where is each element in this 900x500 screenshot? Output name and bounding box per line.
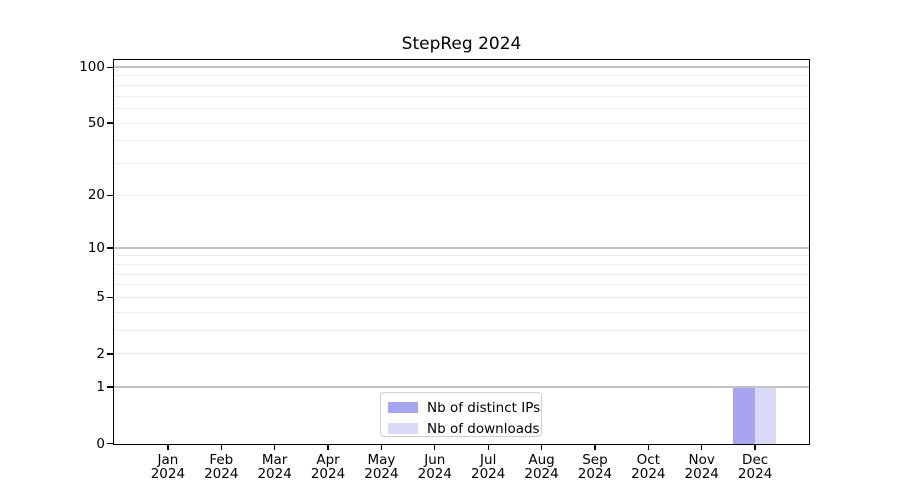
x-tick-label: Feb 2024 xyxy=(204,451,239,482)
minor-gridline xyxy=(114,75,809,77)
minor-gridline xyxy=(114,311,809,313)
legend-swatch-distinct-ips xyxy=(388,402,418,413)
y-tick-label: 10 xyxy=(87,240,105,257)
major-gridline xyxy=(114,386,809,388)
minor-gridline xyxy=(114,263,809,265)
y-tick-label: 0 xyxy=(96,435,105,452)
y-tick-label: 50 xyxy=(87,115,105,131)
x-tick-label: Mar 2024 xyxy=(257,451,292,482)
legend-item-downloads: Nb of downloads xyxy=(388,418,540,439)
x-tick-label: Nov 2024 xyxy=(684,451,719,482)
minor-gridline xyxy=(114,95,809,97)
minor-gridline xyxy=(114,194,809,196)
x-tick-mark xyxy=(647,443,649,450)
y-tick-mark xyxy=(107,353,113,355)
x-tick-mark xyxy=(167,443,169,450)
minor-gridline xyxy=(114,255,809,257)
minor-gridline xyxy=(114,122,809,124)
x-tick-label: Apr 2024 xyxy=(310,451,346,482)
x-tick-mark xyxy=(274,443,276,450)
x-tick-mark xyxy=(487,443,489,450)
minor-gridline xyxy=(114,140,809,142)
x-tick-mark xyxy=(220,443,222,450)
y-tick-mark xyxy=(107,66,113,68)
x-tick-label: Oct 2024 xyxy=(631,451,666,482)
legend-item-distinct-ips: Nb of distinct IPs xyxy=(388,397,540,418)
y-tick-label: 20 xyxy=(87,187,105,204)
y-tick-label: 5 xyxy=(96,289,105,306)
y-tick-label: 1 xyxy=(96,379,105,395)
x-tick-label: Aug 2024 xyxy=(524,451,559,482)
x-tick-mark xyxy=(594,443,596,450)
x-tick-label: Dec 2024 xyxy=(737,451,773,482)
y-tick-mark xyxy=(107,442,113,445)
major-gridline xyxy=(114,66,809,68)
y-tick-mark xyxy=(107,247,113,249)
x-tick-label: Jul 2024 xyxy=(471,451,506,482)
bar-distinct-ips xyxy=(733,387,755,444)
y-tick-mark xyxy=(107,122,113,124)
minor-gridline xyxy=(114,163,809,165)
y-tick-label: 100 xyxy=(79,59,105,76)
x-tick-mark xyxy=(701,443,703,450)
x-tick-label: May 2024 xyxy=(364,451,399,482)
x-tick-mark xyxy=(540,443,543,450)
legend: Nb of distinct IPs Nb of downloads xyxy=(380,392,542,437)
y-tick-mark xyxy=(107,386,113,388)
minor-gridline xyxy=(114,353,809,355)
x-tick-mark xyxy=(380,443,383,450)
minor-gridline xyxy=(114,284,809,286)
chart-title: StepReg 2024 xyxy=(401,34,522,54)
y-tick-label: 2 xyxy=(96,345,105,362)
plot-inner xyxy=(114,60,809,444)
bar-downloads xyxy=(754,387,777,444)
major-gridline xyxy=(114,247,809,249)
minor-gridline xyxy=(114,273,809,275)
legend-swatch-downloads xyxy=(388,423,418,434)
x-tick-label: Jan 2024 xyxy=(150,451,186,482)
x-tick-mark xyxy=(434,443,436,450)
x-tick-label: Sep 2024 xyxy=(577,451,613,482)
minor-gridline xyxy=(114,296,809,298)
x-tick-mark xyxy=(754,443,756,450)
minor-gridline xyxy=(114,107,809,109)
legend-label-downloads: Nb of downloads xyxy=(427,420,540,437)
legend-label-distinct-ips: Nb of distinct IPs xyxy=(427,399,541,416)
x-tick-label: Jun 2024 xyxy=(417,451,452,482)
plot-area: Nb of distinct IPs Nb of downloads xyxy=(113,59,810,445)
minor-gridline xyxy=(114,84,809,86)
y-tick-mark xyxy=(107,194,113,197)
y-tick-mark xyxy=(107,296,113,299)
x-tick-mark xyxy=(327,443,329,450)
minor-gridline xyxy=(114,330,809,331)
